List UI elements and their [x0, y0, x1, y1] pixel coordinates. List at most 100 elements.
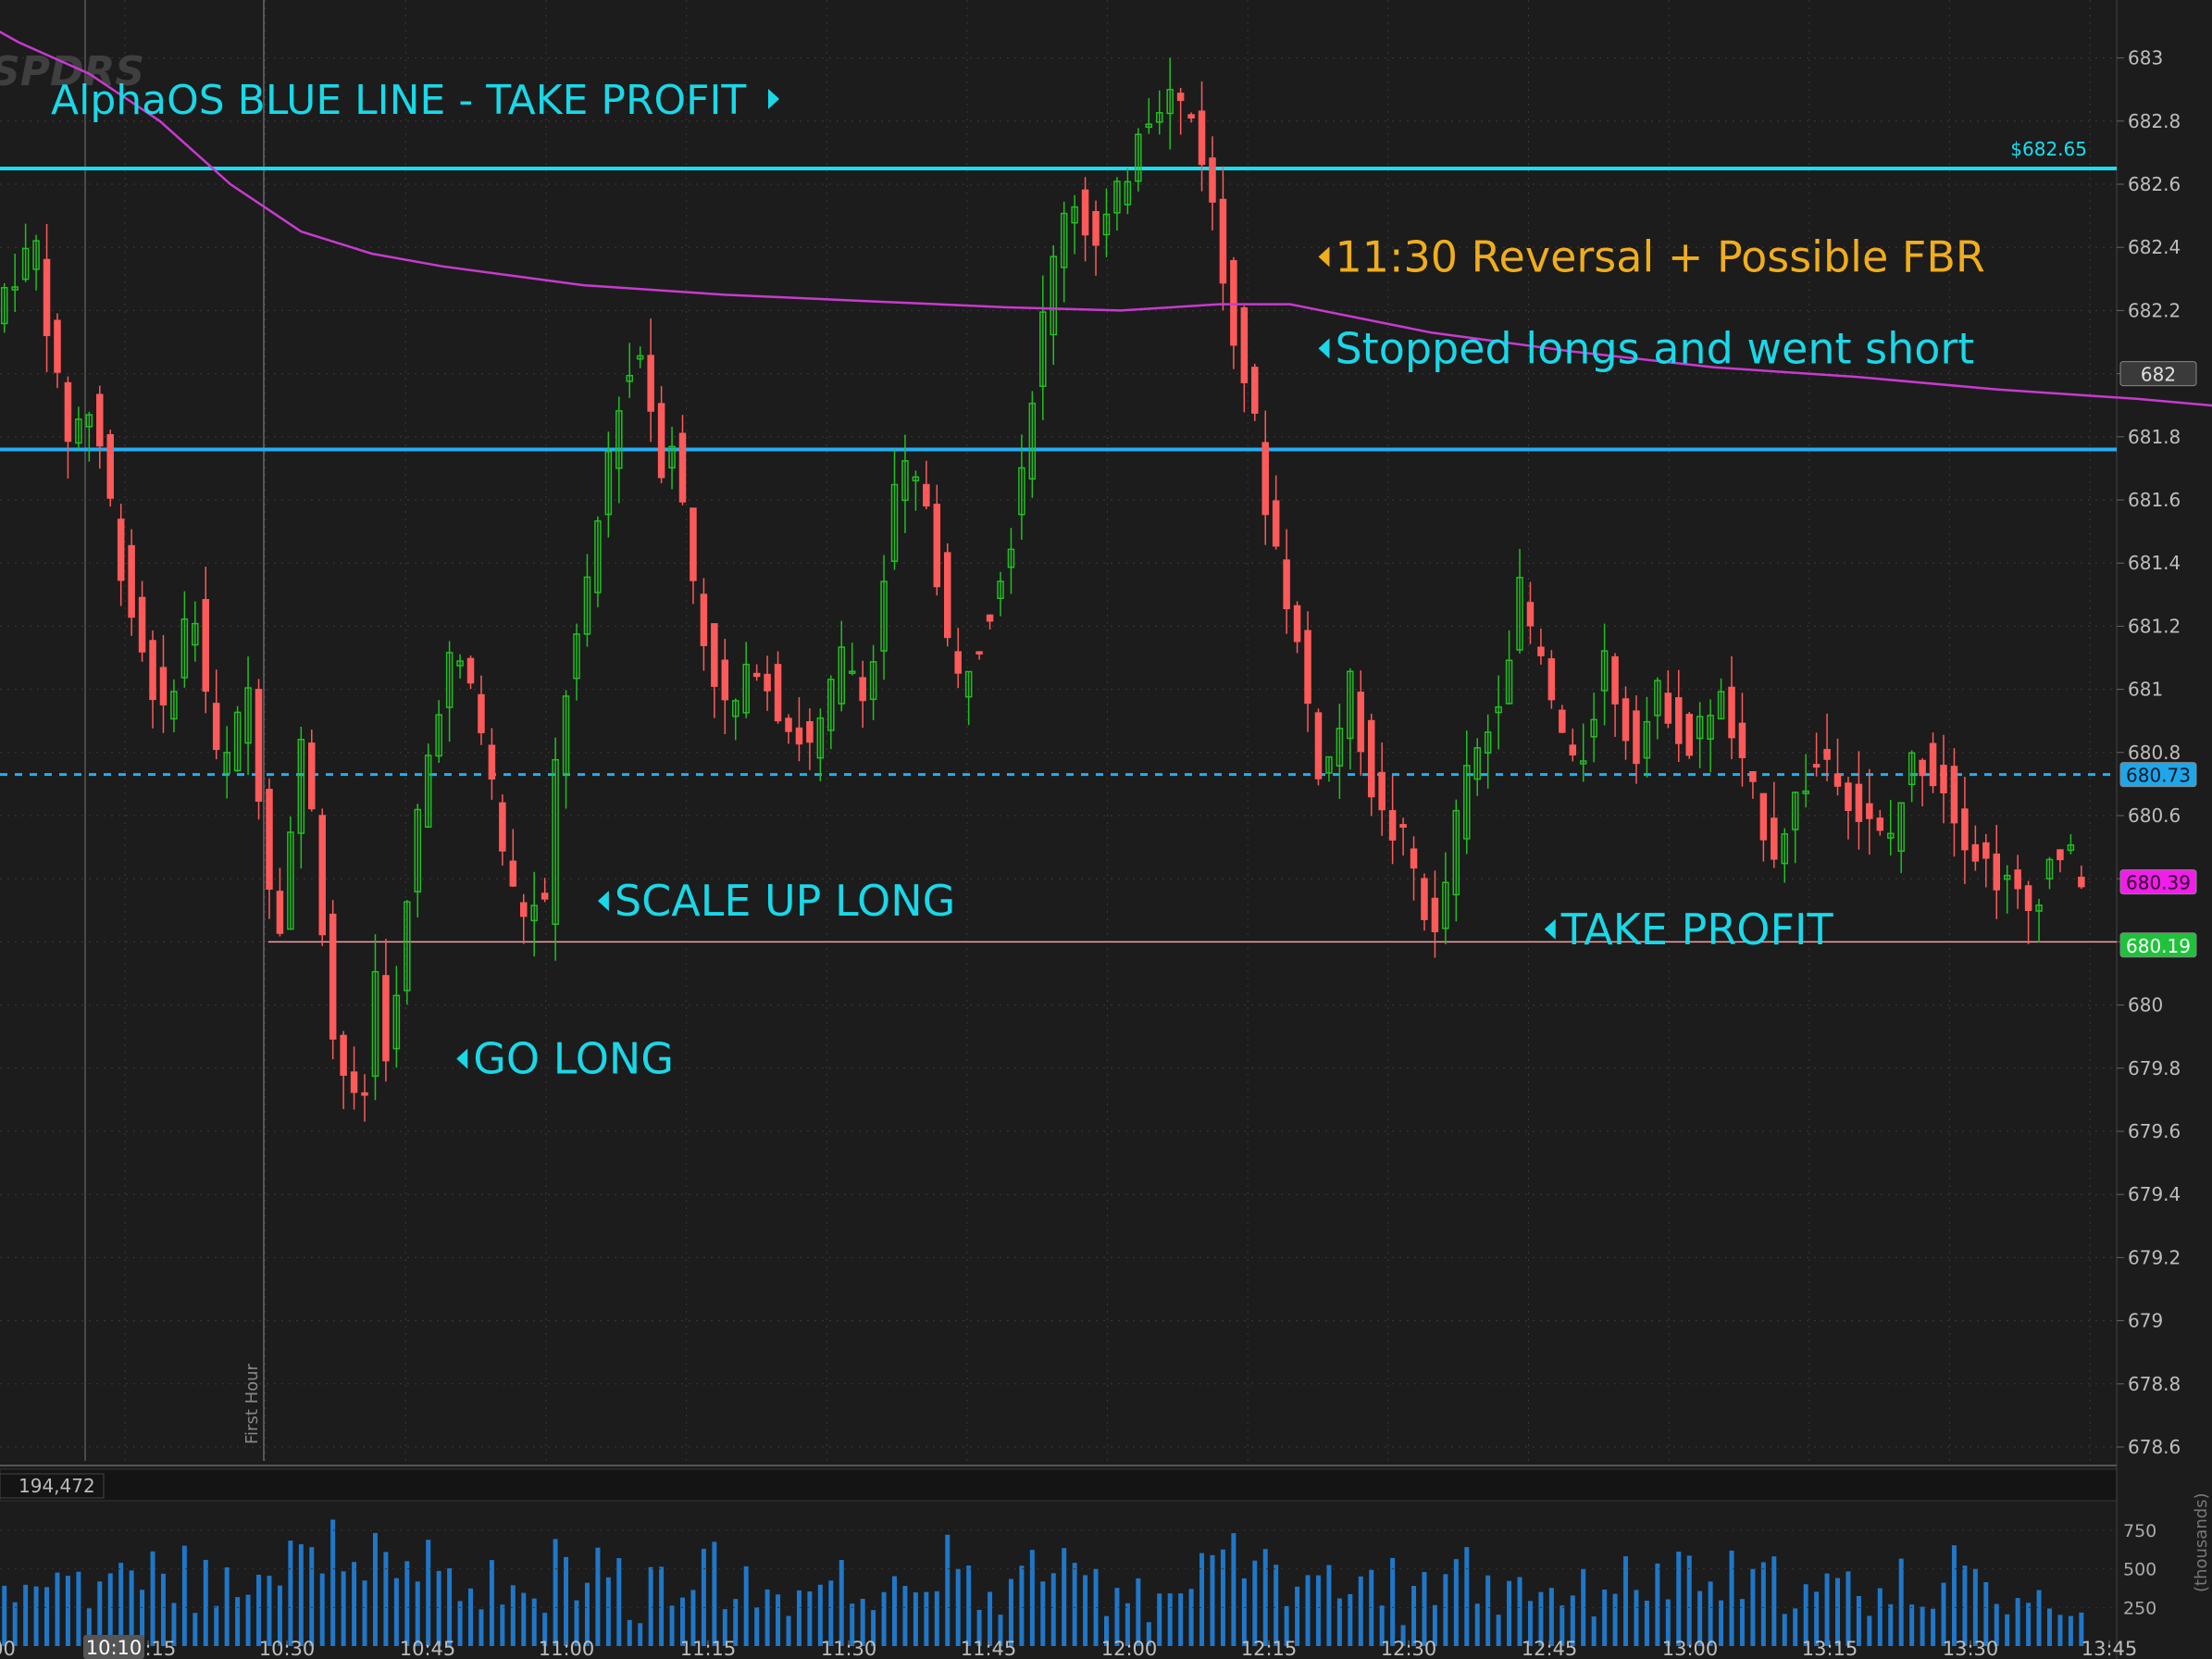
candle-body: [1336, 728, 1344, 767]
candle-body: [192, 622, 199, 646]
candle-body: [583, 576, 591, 635]
volume-bar: [235, 1597, 241, 1646]
candle-body: [2057, 849, 2064, 861]
candle-body: [32, 240, 40, 270]
candle-body: [329, 913, 337, 1040]
price-tick-label: 678.6: [2128, 1436, 2181, 1458]
candle-body: [732, 700, 739, 717]
volume-bar: [277, 1585, 282, 1646]
volume-bar: [1188, 1589, 1194, 1646]
volume-bar: [924, 1591, 929, 1646]
candle-body: [1187, 114, 1195, 118]
candle-body: [1399, 824, 1407, 829]
candle-body: [488, 744, 496, 780]
volume-bar: [1877, 1588, 1883, 1646]
candle-body: [212, 703, 220, 751]
price-tick-label: 680.8: [2128, 742, 2181, 764]
candle-body: [371, 970, 379, 1078]
volume-bar: [1782, 1614, 1787, 1646]
volume-bar: [881, 1591, 887, 1646]
candle-body: [414, 808, 422, 892]
candle-body: [923, 483, 930, 507]
candle-body: [1547, 658, 1556, 701]
annotation-text: GO LONG: [473, 1034, 674, 1084]
volume-bar: [319, 1573, 325, 1646]
candle-body: [318, 815, 326, 936]
candle-body: [573, 633, 580, 680]
volume-bar: [701, 1548, 706, 1646]
candle-body: [721, 659, 729, 701]
candle-body: [1452, 809, 1460, 896]
volume-bar: [1623, 1556, 1629, 1646]
price-tick-label: 679.2: [2128, 1246, 2181, 1268]
volume-bar: [776, 1594, 781, 1646]
candle-body: [1685, 713, 1693, 756]
volume-bar: [1008, 1578, 1013, 1646]
candle-body: [848, 670, 856, 674]
candle-body: [530, 904, 538, 922]
volume-header-bar: [0, 1468, 2118, 1502]
volume-bar: [913, 1592, 918, 1646]
price-tick-label: 681: [2128, 679, 2163, 701]
volume-bar: [1422, 1572, 1427, 1646]
candle-body: [1654, 680, 1661, 717]
volume-bar: [1496, 1615, 1501, 1646]
volume-bar: [1411, 1586, 1417, 1646]
volume-bar: [1972, 1568, 1978, 1646]
candle-body: [350, 1071, 358, 1093]
candle-body: [986, 614, 994, 622]
annotation: GO LONG: [456, 1034, 674, 1084]
volume-bar: [1390, 1557, 1396, 1646]
volume-bar: [1570, 1595, 1575, 1646]
volume-bar: [605, 1577, 611, 1646]
price-tick-label: 679.6: [2128, 1120, 2181, 1142]
candle-body: [1611, 655, 1619, 705]
price-tick-label: 679: [2128, 1310, 2163, 1332]
annotation: SCALE UP LONG: [597, 876, 955, 926]
volume-bar: [1750, 1568, 1756, 1646]
volume-bar: [500, 1604, 505, 1646]
price-tick-label: 682.6: [2128, 173, 2181, 195]
volume-bar: [436, 1570, 441, 1646]
volume-bar: [33, 1586, 39, 1646]
candle-body: [1230, 259, 1237, 346]
volume-bar: [955, 1568, 961, 1646]
candle-body: [1802, 790, 1809, 794]
candle-body: [795, 727, 803, 745]
vwap-line: [0, 30, 2212, 407]
candle-body: [742, 663, 750, 714]
candle-body: [1526, 602, 1535, 627]
time-tick-label: 12:30: [1381, 1638, 1437, 1659]
volume-bar: [648, 1566, 653, 1646]
candle-body: [1124, 181, 1132, 206]
volume-axis-label: (thousands): [2192, 1492, 2211, 1592]
price-tick-label: 681.8: [2128, 426, 2181, 448]
volume-bar: [1760, 1562, 1766, 1646]
candle-body: [21, 247, 30, 281]
volume-bar: [1199, 1553, 1205, 1646]
volume-bar: [1336, 1598, 1342, 1646]
candle-body: [1304, 630, 1311, 705]
candle-body: [1431, 897, 1439, 933]
volume-bar: [1655, 1563, 1660, 1646]
candle-body: [838, 646, 846, 705]
volume-bar: [267, 1576, 272, 1646]
candle-body: [859, 677, 866, 702]
volume-bar: [447, 1568, 453, 1646]
volume-bar: [934, 1590, 939, 1646]
volume-bar: [1474, 1603, 1480, 1646]
candle-body: [1166, 88, 1174, 115]
volume-bar: [850, 1603, 855, 1646]
candle-body: [64, 381, 72, 443]
volume-bar: [1803, 1584, 1808, 1646]
candle-body: [2003, 874, 2011, 880]
volume-bar: [1719, 1600, 1724, 1646]
volume-bar: [97, 1581, 103, 1646]
time-tick-label: 11:00: [539, 1638, 595, 1659]
volume-bar: [1326, 1565, 1332, 1646]
volume-bar: [690, 1590, 696, 1646]
volume-bar: [542, 1613, 548, 1646]
price-tag-box: [2119, 932, 2197, 958]
time-tick-label: 13:45: [2082, 1638, 2138, 1659]
